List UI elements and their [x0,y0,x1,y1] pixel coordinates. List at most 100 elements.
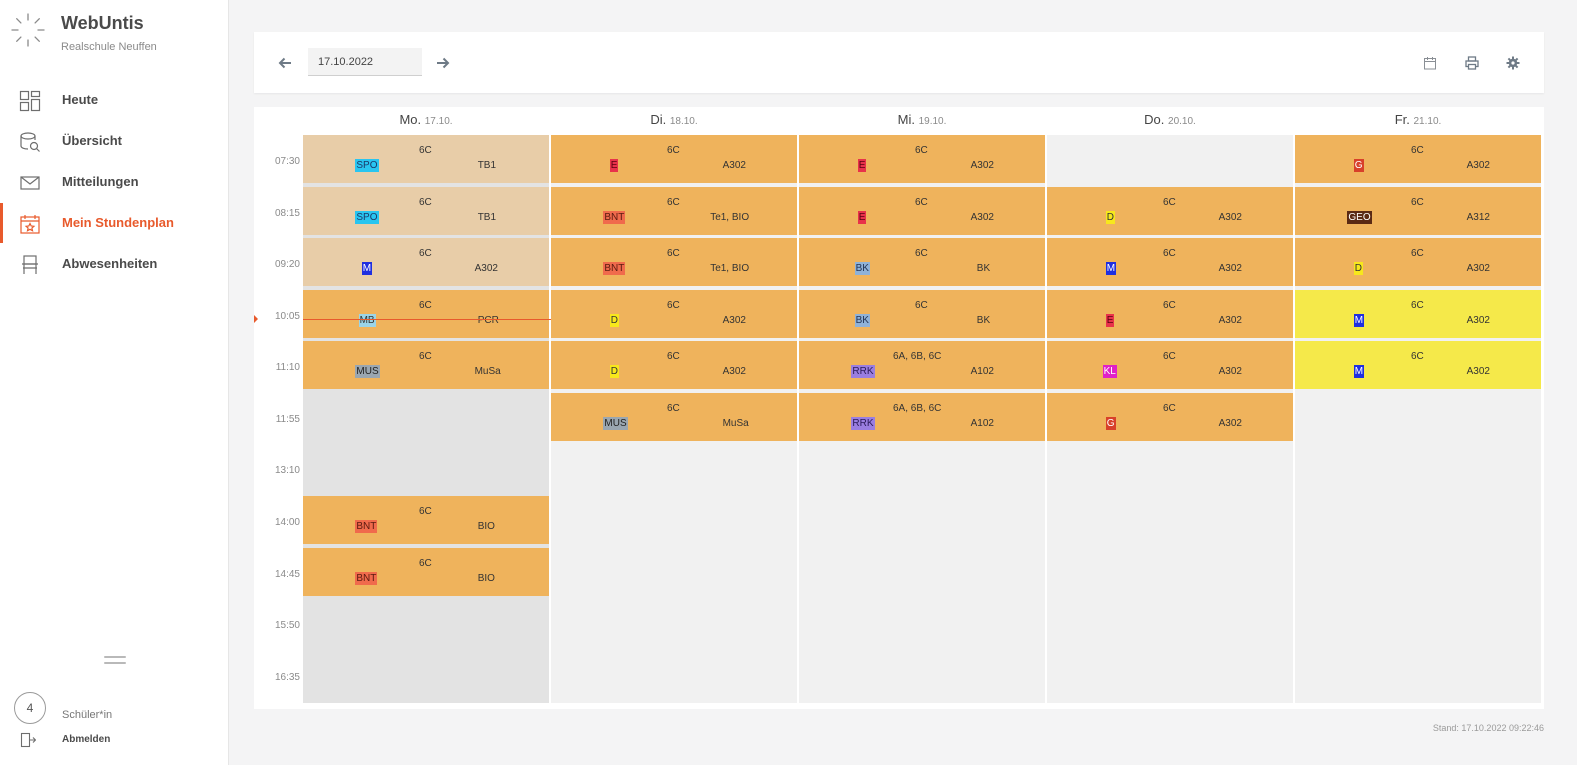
lesson-card[interactable]: 6C M A302 [1295,341,1541,389]
lesson-room: MuSa [474,366,501,377]
lesson-card[interactable]: 6C E A302 [551,135,797,183]
lesson-card[interactable]: 6A, 6B, 6C RRK A102 [799,341,1045,389]
lesson-card[interactable]: 6C MUS MuSa [303,341,549,389]
nav-item-mein-stundenplan[interactable]: Mein Stundenplan [0,203,228,243]
lesson-card[interactable]: 6C BNT Te1, BIO [551,187,797,235]
lesson-room: A102 [970,418,994,429]
webuntis-logo-icon [11,13,45,47]
lesson-card[interactable]: 6C E A302 [799,187,1045,235]
day-header-monday: Mo. 17.10. [399,112,453,127]
print-icon[interactable] [1465,56,1479,70]
lesson-subject: D [609,314,620,327]
lesson-card[interactable]: 6C BNT BIO [303,548,549,596]
lesson-room: A302 [970,212,994,223]
lesson-class: 6C [915,145,928,156]
lesson-class: 6C [667,300,680,311]
lesson-card[interactable]: 6C MB PCR [303,290,549,338]
lesson-subject: KL [1102,365,1117,378]
lesson-room: BK [976,315,991,326]
lesson-class: 6C [915,197,928,208]
lesson-class: 6C [419,145,432,156]
nav-item-abwesenheiten[interactable]: Abwesenheiten [0,248,228,280]
lesson-class: 6A, 6B, 6C [893,351,942,362]
logout-button[interactable]: Abmelden [18,730,158,750]
lesson-subject: M [1105,262,1117,275]
lesson-subject: MUS [603,417,628,430]
lesson-class: 6C [667,248,680,259]
lesson-class: 6C [419,558,432,569]
time-label: 09:20 [274,259,300,270]
lesson-class: 6C [1163,248,1176,259]
logout-icon [20,732,36,748]
time-label: 15:50 [274,620,300,631]
lesson-card[interactable]: 6C G A302 [1047,393,1293,441]
time-label: 13:10 [274,465,300,476]
lesson-card[interactable]: 6C SPO TB1 [303,135,549,183]
time-label: 14:00 [274,517,300,528]
lesson-card[interactable]: 6C G A302 [1295,135,1541,183]
lesson-card[interactable]: 6C BNT Te1, BIO [551,238,797,286]
lesson-card[interactable]: 6C D A302 [1047,187,1293,235]
lesson-room: BIO [477,573,495,584]
lesson-subject: M [1353,314,1365,327]
lesson-card[interactable]: 6A, 6B, 6C RRK A102 [799,393,1045,441]
lesson-card[interactable]: 6C KL A302 [1047,341,1293,389]
date-input[interactable] [308,48,422,76]
avatar[interactable]: 4 [14,692,46,724]
app-title: WebUntis [61,13,144,33]
lesson-card[interactable]: 6C E A302 [1047,290,1293,338]
time-label: 14:45 [274,569,300,580]
lesson-subject: MUS [355,365,380,378]
lesson-card[interactable]: 6C D A302 [551,290,797,338]
lesson-room: TB1 [477,212,497,223]
lesson-class: 6C [419,197,432,208]
lesson-class: 6C [1411,351,1424,362]
lesson-room: A302 [970,160,994,171]
nav-label-mein-stundenplan: Mein Stundenplan [62,215,174,230]
lesson-room: A302 [1218,212,1242,223]
lesson-room: PCR [477,315,499,326]
lesson-card[interactable]: 6C MUS MuSa [551,393,797,441]
user-role: Schüler*in [62,709,113,721]
lesson-class: 6C [419,351,432,362]
lesson-class: 6C [1411,248,1424,259]
lesson-class: 6C [1163,403,1176,414]
calendar-picker-icon[interactable] [1423,56,1437,70]
lesson-card[interactable]: 6C M A302 [303,238,549,286]
lesson-card[interactable]: 6C SPO TB1 [303,187,549,235]
lesson-class: 6C [1163,300,1176,311]
calendar-icon [20,215,40,234]
lesson-subject: E [857,159,867,172]
arrow-right-icon[interactable] [436,56,450,70]
lesson-card[interactable]: 6C BK BK [799,238,1045,286]
last-updated: Stand: 17.10.2022 09:22:46 [1432,723,1544,733]
nav-item-mitteilungen[interactable]: Mitteilungen [0,166,228,198]
lesson-room: A302 [722,160,746,171]
lesson-subject: BK [854,262,870,275]
lesson-card[interactable]: 6C M A302 [1047,238,1293,286]
lesson-room: BK [976,263,991,274]
date-toolbar [254,32,1544,93]
lesson-card[interactable]: 6C BK BK [799,290,1045,338]
lesson-class: 6C [419,506,432,517]
lesson-card[interactable]: 6C D A302 [1295,238,1541,286]
lesson-subject: D [1353,262,1364,275]
lesson-class: 6C [419,300,432,311]
lesson-room: A312 [1466,212,1490,223]
gear-icon[interactable] [1506,56,1520,70]
lesson-card[interactable]: 6C M A302 [1295,290,1541,338]
lesson-card[interactable]: 6C GEO A312 [1295,187,1541,235]
time-label: 16:35 [274,672,300,683]
lesson-card[interactable]: 6C BNT BIO [303,496,549,544]
sidebar-collapse-handle[interactable] [104,656,126,666]
lesson-class: 6C [419,248,432,259]
lesson-card[interactable]: 6C E A302 [799,135,1045,183]
nav-item-heute[interactable]: Heute [0,84,228,116]
lesson-room: A102 [970,366,994,377]
lesson-card[interactable]: 6C D A302 [551,341,797,389]
lesson-subject: M [361,262,373,275]
lesson-subject: BNT [603,211,626,224]
arrow-left-icon[interactable] [278,56,292,70]
nav-item-uebersicht[interactable]: Übersicht [0,125,228,157]
lesson-subject: BNT [355,572,378,585]
